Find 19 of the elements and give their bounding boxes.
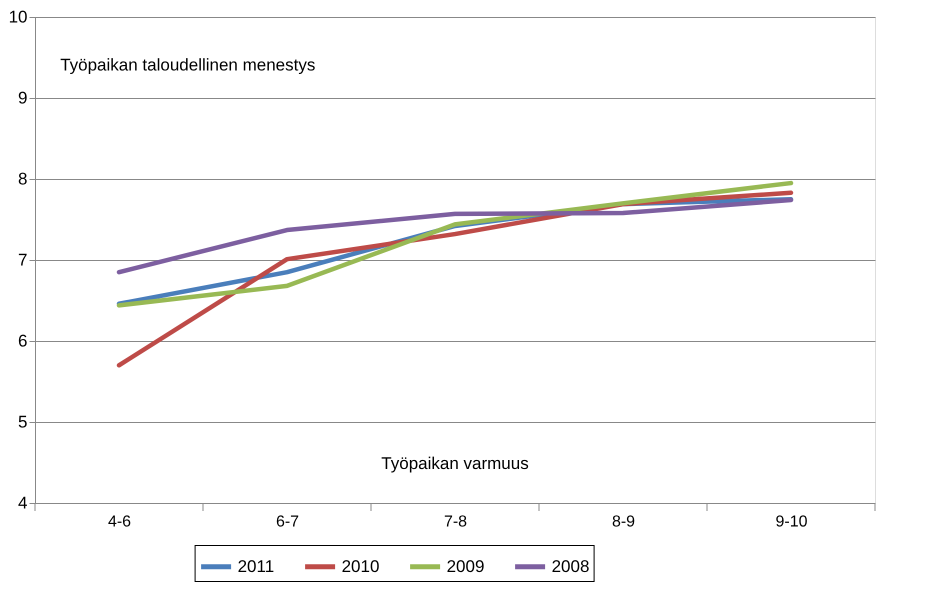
legend-label: 2010 <box>342 556 380 576</box>
annotation: Työpaikan taloudellinen menestys <box>60 56 316 75</box>
line-series <box>116 198 794 274</box>
x-tick-label: 8-9 <box>612 514 636 530</box>
y-tick-label: 4 <box>18 494 28 512</box>
annotation: Työpaikan varmuus <box>381 454 529 474</box>
legend-label: 2011 <box>238 556 274 576</box>
y-tick-label: 8 <box>18 170 28 188</box>
x-tick-label: 9-10 <box>775 514 808 530</box>
legend-label: 2009 <box>446 556 484 576</box>
y-tick-label: 10 <box>8 8 28 26</box>
legend-label: 2008 <box>552 556 590 576</box>
x-tick-label: 6-7 <box>276 514 300 530</box>
y-tick-label: 9 <box>18 88 28 108</box>
y-tick-label: 6 <box>18 332 28 350</box>
x-tick-label: 7-8 <box>444 514 468 530</box>
x-tick-label: 4-6 <box>108 514 132 530</box>
y-tick-label: 5 <box>18 412 28 432</box>
y-tick-label: 7 <box>18 250 28 270</box>
